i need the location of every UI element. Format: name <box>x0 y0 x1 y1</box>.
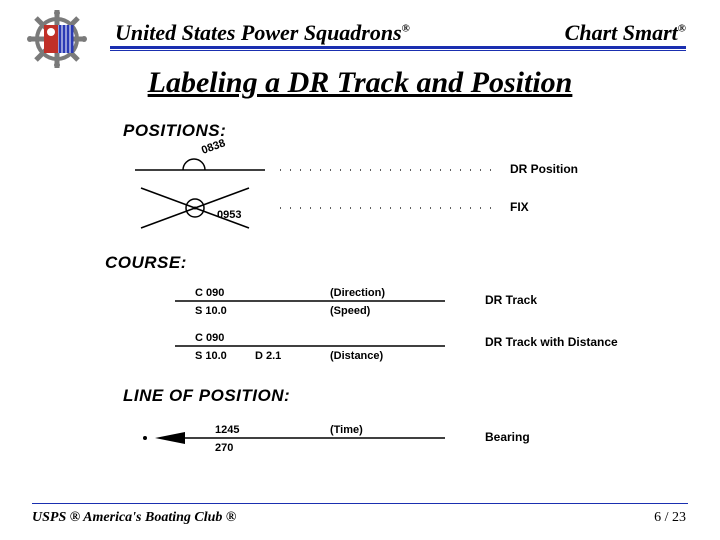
dr-position-desc: DR Position <box>510 162 578 176</box>
footer-rule <box>32 503 688 504</box>
c2-desc: DR Track with Distance <box>485 335 618 349</box>
lop-desc: Bearing <box>485 430 530 444</box>
header-rule <box>110 46 686 49</box>
dr-time: 0838 <box>200 137 227 157</box>
c1-speed: S 10.0 <box>195 305 227 317</box>
lop-bearing: 270 <box>215 442 233 454</box>
fix-desc: FIX <box>510 200 529 214</box>
diagram-content: POSITIONS: 0838 DR Position 0953 FIX COU… <box>105 118 645 478</box>
page-title: Labeling a DR Track and Position <box>0 66 720 100</box>
usps-logo <box>18 8 96 75</box>
footer-left: USPS ® America's Boating Club ® <box>32 510 236 526</box>
c1-course: C 090 <box>195 287 224 299</box>
c2-course: C 090 <box>195 332 224 344</box>
c1-dir: (Direction) <box>330 287 385 299</box>
c2-speed: S 10.0 <box>195 350 227 362</box>
c2-dist: D 2.1 <box>255 350 281 362</box>
header-rule-thin <box>110 50 686 51</box>
brand-text: Chart Smart <box>565 20 678 45</box>
lop-label: LINE OF POSITION: <box>123 386 290 405</box>
positions-label: POSITIONS: <box>123 121 226 140</box>
lop-timelbl: (Time) <box>330 424 363 436</box>
c1-spd: (Speed) <box>330 305 371 317</box>
page-total: 23 <box>672 510 686 525</box>
fix-time: 0953 <box>217 209 241 221</box>
course-label: COURSE: <box>105 253 187 272</box>
c2-distlbl: (Distance) <box>330 350 384 362</box>
lop-time: 1245 <box>215 424 239 436</box>
footer-page: 6 / 23 <box>654 510 686 526</box>
reg-mark: ® <box>678 23 686 35</box>
page-sep: / <box>661 510 672 525</box>
reg-mark: ® <box>402 23 410 35</box>
org-name: United States Power Squadrons® <box>115 20 410 46</box>
c1-desc: DR Track <box>485 293 537 307</box>
brand-name: Chart Smart® <box>565 20 686 46</box>
org-text: United States Power Squadrons <box>115 20 402 45</box>
